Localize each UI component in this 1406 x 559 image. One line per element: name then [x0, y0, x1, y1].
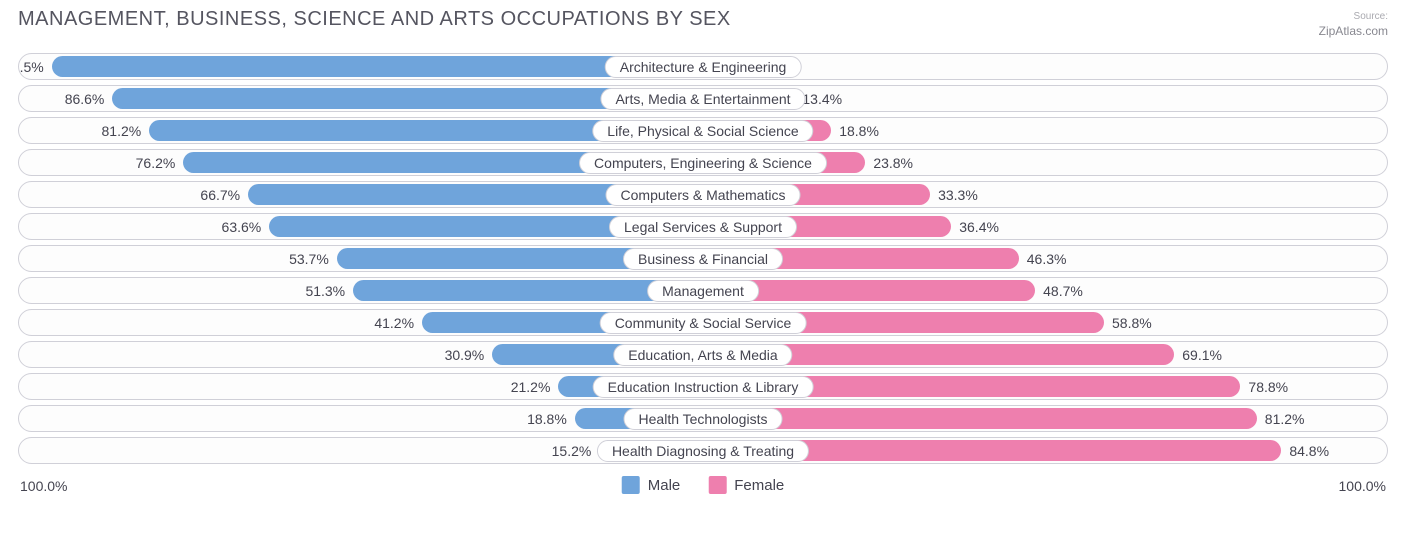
category-label: Management	[647, 280, 759, 302]
pct-female: 81.2%	[1265, 411, 1305, 427]
category-label: Community & Social Service	[600, 312, 807, 334]
pct-female: 13.4%	[802, 91, 842, 107]
pct-male: 86.6%	[65, 91, 105, 107]
pct-male: 81.2%	[102, 123, 142, 139]
legend-swatch	[622, 476, 640, 494]
axis-label-left: 100.0%	[20, 478, 67, 494]
category-label: Education Instruction & Library	[593, 376, 814, 398]
pct-male: 41.2%	[374, 315, 414, 331]
chart-row: 53.7% 46.3% Business & Financial	[18, 245, 1388, 272]
pct-male: 95.5%	[18, 59, 44, 75]
pct-male: 15.2%	[552, 443, 592, 459]
legend-swatch	[708, 476, 726, 494]
pct-male: 51.3%	[305, 283, 345, 299]
pct-female: 36.4%	[959, 219, 999, 235]
pct-female: 58.8%	[1112, 315, 1152, 331]
chart-row: 21.2% 78.8% Education Instruction & Librar…	[18, 373, 1388, 400]
pct-female: 84.8%	[1289, 443, 1329, 459]
legend-item: Male	[622, 476, 681, 494]
chart-header: MANAGEMENT, BUSINESS, SCIENCE AND ARTS O…	[18, 8, 1388, 39]
chart-row: 15.2% 84.8% Health Diagnosing & Treating	[18, 437, 1388, 464]
category-label: Computers, Engineering & Science	[579, 152, 827, 174]
pct-female: 23.8%	[873, 155, 913, 171]
category-label: Health Technologists	[624, 408, 783, 430]
chart-row: 81.2% 18.8% Life, Physical & Social Scienc…	[18, 117, 1388, 144]
legend: Male Female	[622, 476, 785, 494]
pct-female: 69.1%	[1182, 347, 1222, 363]
chart-row: 51.3% 48.7% Management	[18, 277, 1388, 304]
pct-female: 33.3%	[938, 187, 978, 203]
pct-female: 78.8%	[1248, 379, 1288, 395]
pct-male: 66.7%	[200, 187, 240, 203]
pct-male: 30.9%	[445, 347, 485, 363]
chart-row: 86.6% 13.4%Arts, Media & Entertainment	[18, 85, 1388, 112]
legend-label: Male	[648, 477, 681, 494]
category-label: Arts, Media & Entertainment	[600, 88, 805, 110]
category-label: Health Diagnosing & Treating	[597, 440, 809, 462]
chart-row: 66.7% 33.3% Computers & Mathematics	[18, 181, 1388, 208]
bar-female	[703, 408, 1257, 429]
category-label: Business & Financial	[623, 248, 783, 270]
pct-female: 18.8%	[839, 123, 879, 139]
pct-female: 48.7%	[1043, 283, 1083, 299]
chart-row: 30.9% 69.1% Education, Arts & Media	[18, 341, 1388, 368]
category-label: Legal Services & Support	[609, 216, 797, 238]
category-label: Computers & Mathematics	[606, 184, 801, 206]
legend-item: Female	[708, 476, 784, 494]
chart-container: MANAGEMENT, BUSINESS, SCIENCE AND ARTS O…	[0, 0, 1406, 559]
chart-rows: 95.5%4.5%Architecture & Engineering 86.6%…	[18, 53, 1388, 464]
category-label: Life, Physical & Social Science	[592, 120, 813, 142]
pct-male: 53.7%	[289, 251, 329, 267]
pct-male: 21.2%	[511, 379, 551, 395]
chart-row: 41.2% 58.8% Community & Social Service	[18, 309, 1388, 336]
pct-male: 76.2%	[136, 155, 176, 171]
chart-row: 18.8% 81.2% Health Technologists	[18, 405, 1388, 432]
chart-row: 76.2% 23.8% Computers, Engineering & Scien…	[18, 149, 1388, 176]
chart-source: Source: ZipAtlas.com	[1319, 8, 1388, 39]
pct-female: 46.3%	[1027, 251, 1067, 267]
axis-label-right: 100.0%	[1339, 478, 1386, 494]
chart-footer: 100.0% 100.0% Male Female	[18, 474, 1388, 514]
category-label: Architecture & Engineering	[605, 56, 802, 78]
chart-row: 95.5%4.5%Architecture & Engineering	[18, 53, 1388, 80]
source-label: Source:	[1354, 11, 1388, 22]
source-value: ZipAtlas.com	[1319, 24, 1388, 38]
category-label: Education, Arts & Media	[613, 344, 792, 366]
chart-row: 63.6% 36.4% Legal Services & Support	[18, 213, 1388, 240]
pct-male: 63.6%	[222, 219, 262, 235]
chart-title: MANAGEMENT, BUSINESS, SCIENCE AND ARTS O…	[18, 8, 731, 31]
pct-male: 18.8%	[527, 411, 567, 427]
legend-label: Female	[734, 477, 784, 494]
